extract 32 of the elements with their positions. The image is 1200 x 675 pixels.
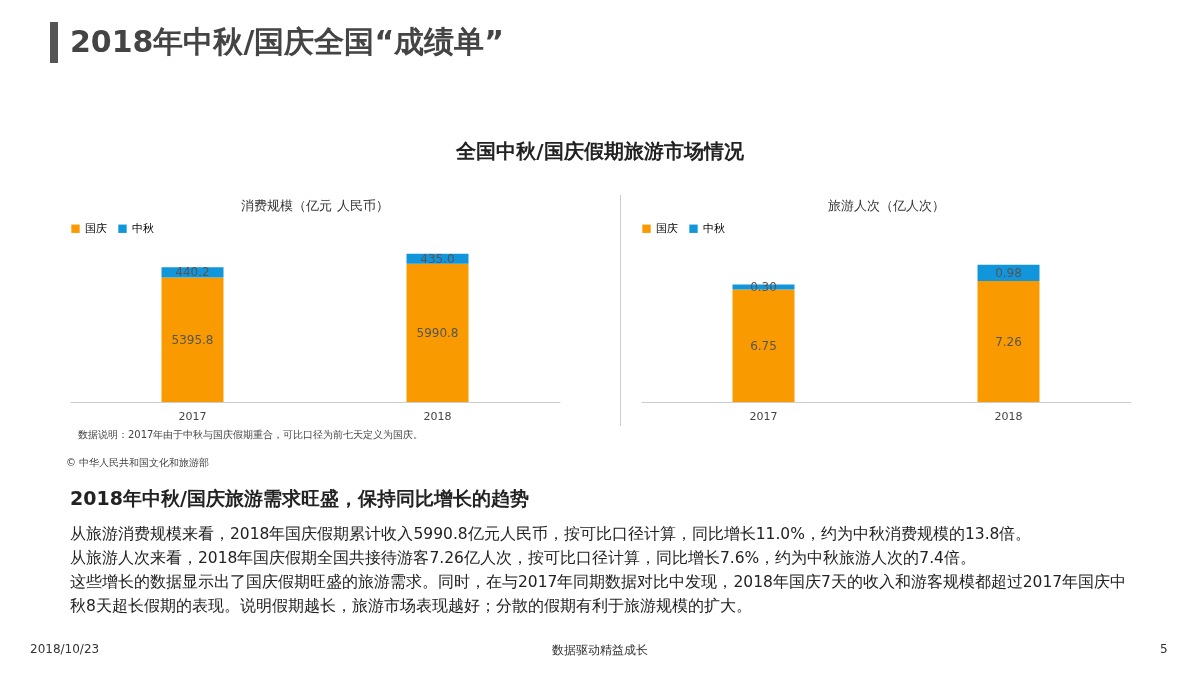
- text: 2018/10/23: [30, 642, 100, 656]
- data-label: 7.26: [995, 334, 1022, 349]
- data-label: 440.2: [175, 265, 210, 280]
- x-tick-label: 2017: [178, 409, 207, 423]
- text: 2018年中秋/国庆全国“成绩单”: [50, 22, 504, 63]
- legend-label: 中秋: [132, 221, 154, 235]
- text: 数据驱动精益成长: [552, 643, 648, 657]
- x-tick-label: 2017: [749, 409, 778, 423]
- text: 数据说明：2017年由于中秋与国庆假期重合，可比口径为前七天定义为国庆。: [78, 428, 425, 442]
- bar: [977, 281, 1040, 402]
- text: 从旅游人次来看，2018年国庆假期全国共接待游客7.26亿人次，按可比口径计算，同比增长7.6%，约为中秋旅游人次的7.4倍。: [70, 548, 977, 569]
- text: 全国中秋/国庆假期旅游市场情况: [455, 138, 745, 165]
- text: 2018年中秋/国庆旅游需求旺盛，保持同比增长的趋势: [70, 486, 529, 511]
- legend-label: 中秋: [703, 221, 725, 235]
- data-label: 6.75: [750, 338, 777, 353]
- chart-title: 旅游人次（亿人次）: [827, 198, 945, 213]
- legend-label: 国庆: [656, 221, 678, 235]
- chart-title: 消费规模（亿元 人民币）: [241, 198, 389, 213]
- data-label: 435.0: [420, 251, 455, 266]
- bar: [406, 263, 469, 402]
- x-tick-label: 2018: [423, 409, 452, 423]
- text: 从旅游消费规模来看，2018年国庆假期累计收入5990.8亿元人民币，按可比口径计算，同比增长11.0%，约为中秋消费规模的13.8倍。: [70, 524, 1033, 545]
- text: 这些增长的数据显示出了国庆假期旺盛的旅游需求。同时，在与2017年同期数据对比中发现，2018年国庆7天的收入和游客规模都超过2017年国庆中秋8天超长假期的表现。说明假期越长，旅游市场表现越好；分散的假期有利于旅游规模的扩大。: [70, 572, 1128, 617]
- data-label: 5990.8: [416, 325, 459, 340]
- bar: [161, 277, 224, 402]
- data-label: 5395.8: [171, 332, 214, 347]
- bar: [732, 289, 795, 402]
- text: © 中华人民共和国文化和旅游部: [66, 456, 210, 470]
- data-label: 0.98: [995, 265, 1022, 280]
- x-tick-label: 2018: [994, 409, 1023, 423]
- legend-label: 国庆: [85, 221, 107, 235]
- text: 5: [1160, 642, 1168, 656]
